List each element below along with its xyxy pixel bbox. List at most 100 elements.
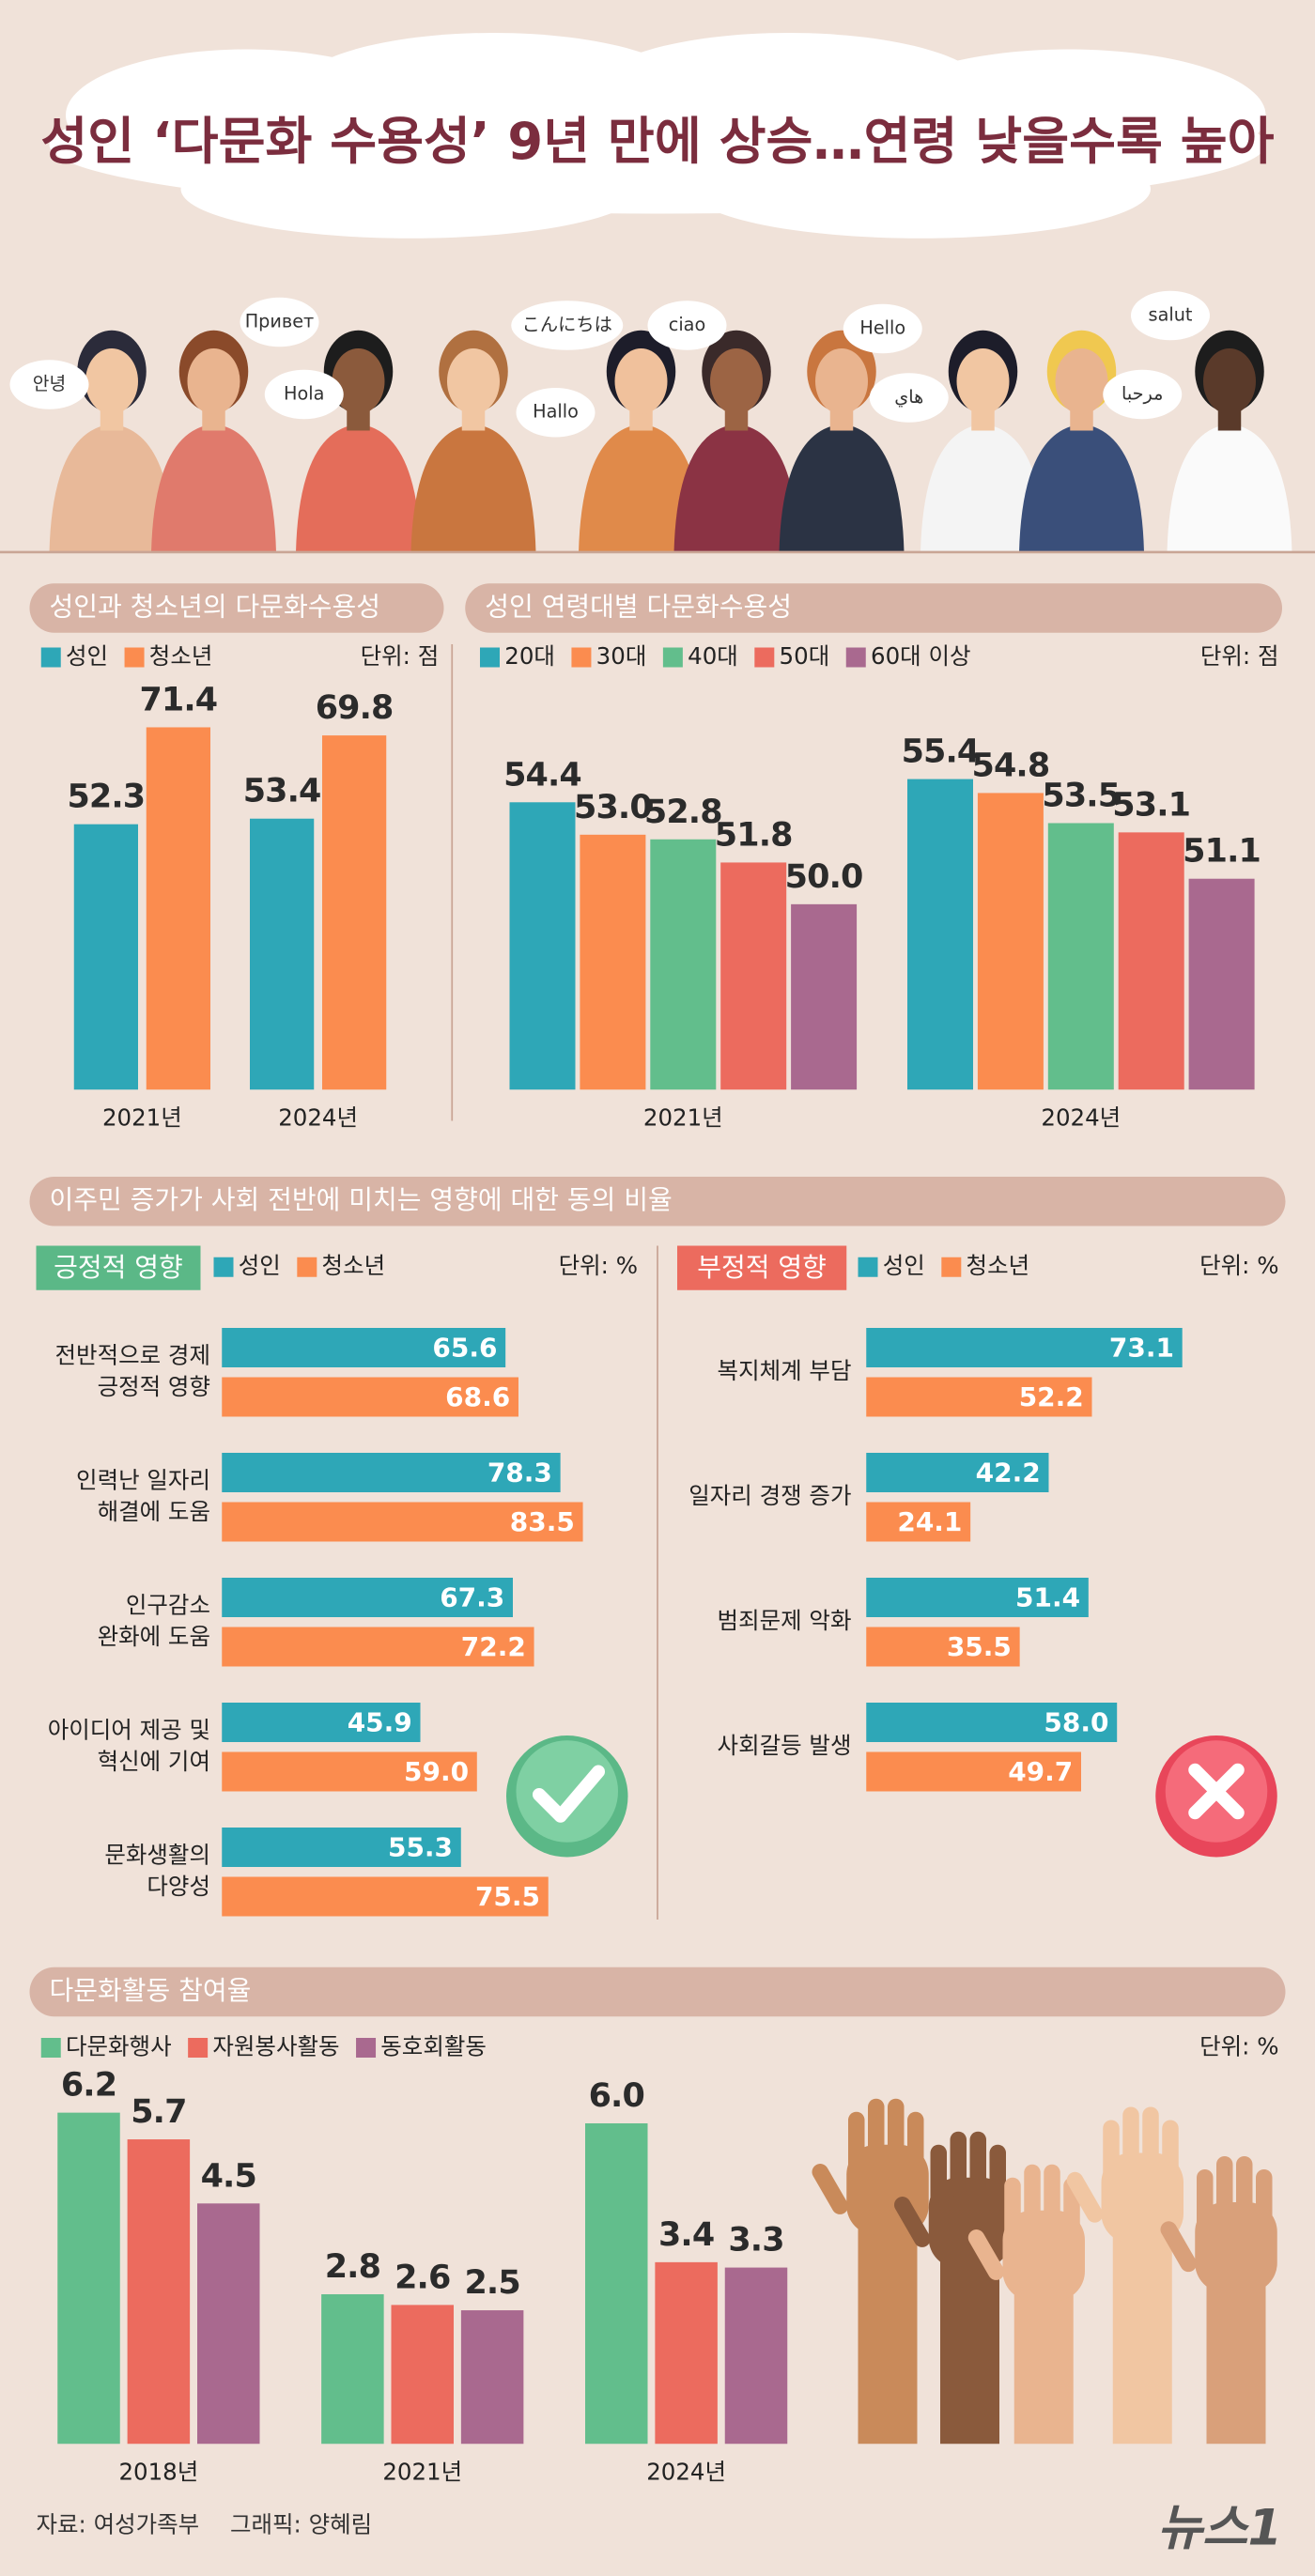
legend-swatch [297, 1257, 317, 1277]
bar [580, 834, 646, 1090]
bar [222, 1327, 506, 1367]
hand-arm [1013, 2275, 1074, 2445]
bar [222, 1876, 549, 1917]
value-label: 51.1 [1183, 833, 1261, 871]
hand-finger [1196, 2168, 1214, 2235]
y-tick-label: 완화에 도움 [98, 1623, 210, 1650]
greeting: Hello [859, 316, 905, 338]
bar [197, 2203, 260, 2445]
value-label: 45.9 [348, 1707, 412, 1738]
legend-swatch [188, 2037, 209, 2058]
value-label: 75.5 [475, 1881, 540, 1912]
section-pill [29, 1176, 1286, 1226]
y-tick-label: 문화생활의 [104, 1842, 210, 1869]
legend-label: 20대 [504, 642, 555, 670]
hand-finger [867, 2098, 885, 2165]
chart-title-box [36, 1245, 201, 1290]
bar [1188, 878, 1255, 1090]
unit-label: 단위: 점 [1200, 642, 1279, 670]
legend-label: 청소년 [322, 1252, 386, 1279]
bar [866, 1627, 1020, 1667]
greeting: Привет [245, 310, 315, 332]
legend-swatch [571, 647, 592, 668]
bar [146, 727, 211, 1090]
chart-title-box [677, 1245, 847, 1290]
greeting: ciao [669, 314, 705, 335]
bar [222, 1627, 534, 1667]
source: 자료: 여성가족부 [37, 2511, 200, 2538]
person-face [614, 347, 668, 414]
bar [1118, 832, 1184, 1090]
value-label: 55.3 [388, 1832, 453, 1863]
legend-label: 성인 [239, 1252, 281, 1279]
value-label: 71.4 [139, 681, 217, 718]
bar [977, 793, 1044, 1090]
greeting-bubble [843, 303, 922, 354]
person-face [332, 347, 385, 414]
value-label: 58.0 [1044, 1707, 1108, 1738]
value-label: 2.5 [464, 2264, 519, 2302]
value-label: 51.4 [1015, 1582, 1080, 1613]
bar [585, 2122, 648, 2445]
unit-label: 단위: % [1199, 1252, 1278, 1279]
bar [509, 802, 576, 1090]
person-face [85, 347, 139, 414]
y-tick-label: 아이디어 제공 및 [48, 1717, 210, 1744]
value-label: 53.0 [574, 789, 652, 826]
greeting: salut [1149, 303, 1193, 325]
value-label: 2.8 [325, 2248, 380, 2286]
x-tick-label: 2024년 [646, 2459, 726, 2486]
main-title: 성인 ‘다문화 수용성’ 9년 만에 상승…연령 낮을수록 높아 [40, 112, 1274, 171]
value-label: 53.5 [1042, 777, 1120, 814]
value-label: 4.5 [201, 2157, 256, 2195]
person-body [920, 424, 1045, 552]
hand-finger [1235, 2155, 1253, 2222]
bar [222, 1702, 421, 1742]
person-body [1167, 424, 1292, 552]
bar [127, 2139, 191, 2445]
legend-swatch [40, 647, 61, 668]
value-label: 73.1 [1109, 1333, 1174, 1364]
hand-thumb [893, 2197, 931, 2247]
hand-thumb [967, 2229, 1005, 2280]
legend-swatch [480, 647, 501, 668]
legend-label: 50대 [780, 642, 830, 670]
chart-title-pill [29, 583, 444, 633]
hand-finger [1255, 2168, 1273, 2235]
bar [866, 1702, 1118, 1742]
greeting-bubble [1130, 290, 1210, 341]
hand-thumb [812, 2164, 848, 2214]
bar [391, 2305, 455, 2445]
value-label: 52.8 [644, 794, 722, 831]
hand-arm [1206, 2267, 1266, 2445]
legend-label: 자원봉사활동 [212, 2032, 339, 2059]
bar [222, 1827, 461, 1867]
person-face [814, 347, 868, 414]
value-label: 54.8 [971, 747, 1049, 784]
bar [655, 2261, 718, 2445]
bar [460, 2310, 524, 2445]
bar [222, 1502, 583, 1542]
y-tick-label: 복지체계 부담 [718, 1357, 852, 1384]
hand-finger [887, 2098, 905, 2165]
y-tick-label: 인력난 일자리 [76, 1467, 210, 1494]
greeting: こんにちは [522, 314, 612, 335]
bar [73, 824, 139, 1090]
bar [906, 779, 973, 1090]
bar [866, 1452, 1049, 1492]
bar [321, 2293, 384, 2445]
section-title: 이주민 증가가 사회 전반에 미치는 영향에 대한 동의 비율 [50, 1184, 673, 1215]
legend-swatch [124, 647, 145, 668]
person-body [579, 424, 704, 552]
y-tick-label: 다양성 [147, 1873, 210, 1900]
hand-finger [1142, 2106, 1159, 2173]
greeting-bubble [1103, 369, 1183, 420]
unit-label: 단위: % [1199, 2032, 1278, 2059]
x-tick-label: 2018년 [118, 2459, 198, 2486]
value-label: 6.2 [61, 2067, 116, 2105]
bar [222, 1751, 477, 1792]
hand-finger [1215, 2155, 1233, 2222]
person-face [187, 347, 240, 414]
greeting: Hallo [533, 401, 579, 423]
